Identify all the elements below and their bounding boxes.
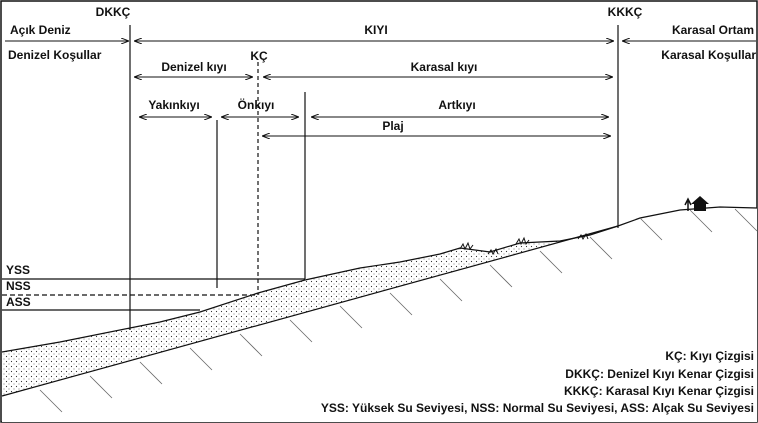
label: Açık Deniz: [10, 23, 71, 37]
label: Plaj: [382, 119, 403, 133]
label: YSS: [6, 263, 30, 277]
label: Karasal Koşullar: [661, 48, 756, 62]
diagram: DKKÇ Açık Deniz Denizel Koşullar KIYI KK…: [0, 0, 758, 423]
label: Artkıyı: [438, 98, 475, 112]
label: ASS: [6, 295, 31, 309]
label: Denizel kıyı: [161, 60, 226, 74]
legend-item: DKKÇ: Denizel Kıyı Kenar Çizgisi: [565, 367, 754, 381]
label: NSS: [6, 279, 31, 293]
legend-item: YSS: Yüksek Su Seviyesi, NSS: Normal Su …: [321, 401, 754, 415]
legend-item: KKKÇ: Karasal Kıyı Kenar Çizgisi: [564, 384, 754, 398]
label: DKKÇ: [96, 5, 131, 19]
label: Karasal Ortam: [672, 23, 754, 37]
label: Karasal kıyı: [411, 60, 478, 74]
label: KIYI: [364, 23, 387, 37]
label: Yakınkıyı: [148, 98, 199, 112]
label: Denizel Koşullar: [8, 48, 102, 62]
label: KÇ: [250, 49, 268, 63]
label: Önkıyı: [238, 97, 275, 112]
label: KKKÇ: [608, 5, 643, 19]
legend-item: KÇ: Kıyı Çizgisi: [665, 349, 754, 363]
